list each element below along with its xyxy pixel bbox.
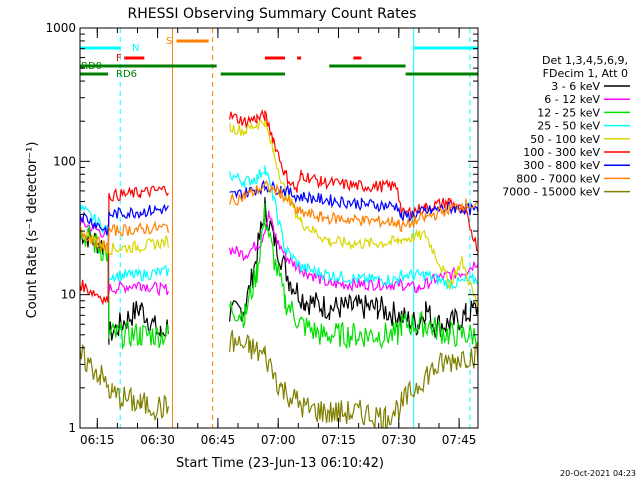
chart-title: RHESSI Observing Summary Count Rates <box>128 6 417 22</box>
y-axis-label: Count Rate (s⁻¹ detector⁻¹) <box>25 142 40 319</box>
y-tick-label: 1000 <box>45 21 76 35</box>
x-tick-label: 06:30 <box>140 433 175 447</box>
series-line-6 <box>79 108 479 306</box>
plot-area: NF S RD0 RD6 <box>79 27 479 429</box>
legend-entry-label: 6 - 12 keV <box>544 93 600 106</box>
series-line-4 <box>79 165 479 290</box>
x-axis: 06:15 06:30 06:45 07:00 07:15 07:30 07:45 <box>80 28 476 447</box>
y-tick-label: 100 <box>53 154 76 168</box>
x-tick-label: 07:15 <box>321 433 356 447</box>
legend-header-line: Det 1,3,4,5,6,9, <box>542 54 628 67</box>
series-line-5 <box>79 117 479 309</box>
x-tick-label: 06:45 <box>201 433 236 447</box>
x-tick-label: 06:15 <box>80 433 115 447</box>
legend-entry-label: 50 - 100 keV <box>530 133 600 146</box>
x-tick-label: 07:45 <box>442 433 477 447</box>
legend-entry-label: 800 - 7000 keV <box>516 172 600 185</box>
y-tick-label: 10 <box>61 288 76 302</box>
flag-label-night: N <box>132 43 139 54</box>
flag-label-rd0: RD0 <box>81 61 102 72</box>
legend-entry-label: 12 - 25 keV <box>537 106 600 119</box>
series-line-2 <box>79 210 479 297</box>
flag-label-saa: S <box>166 36 172 47</box>
legend-entry-label: 25 - 50 keV <box>537 120 600 133</box>
x-tick-label: 07:30 <box>382 433 417 447</box>
timestamp: 20-Oct-2021 04:23 <box>560 469 636 478</box>
flag-label-flare: F <box>116 53 122 64</box>
y-tick-label: 1 <box>68 421 76 435</box>
x-axis-label: Start Time (23-Jun-13 06:10:42) <box>176 456 384 471</box>
series-line-9 <box>79 330 479 429</box>
plot-frame <box>79 27 479 429</box>
legend-header-line: FDecim 1, Att 0 <box>543 67 628 80</box>
y-axis: 1 10 100 1000 <box>45 21 478 435</box>
x-tick-label: 07:00 <box>261 433 296 447</box>
legend-entry-label: 3 - 6 keV <box>551 80 600 93</box>
series-line-8 <box>79 179 479 255</box>
legend: Det 1,3,4,5,6,9,FDecim 1, Att 03 - 6 keV… <box>502 54 630 199</box>
flag-label-rd6: RD6 <box>116 69 137 80</box>
legend-entry-label: 7000 - 15000 keV <box>502 186 600 199</box>
legend-entry-label: 100 - 300 keV <box>523 146 600 159</box>
legend-entry-label: 300 - 800 keV <box>523 159 600 172</box>
